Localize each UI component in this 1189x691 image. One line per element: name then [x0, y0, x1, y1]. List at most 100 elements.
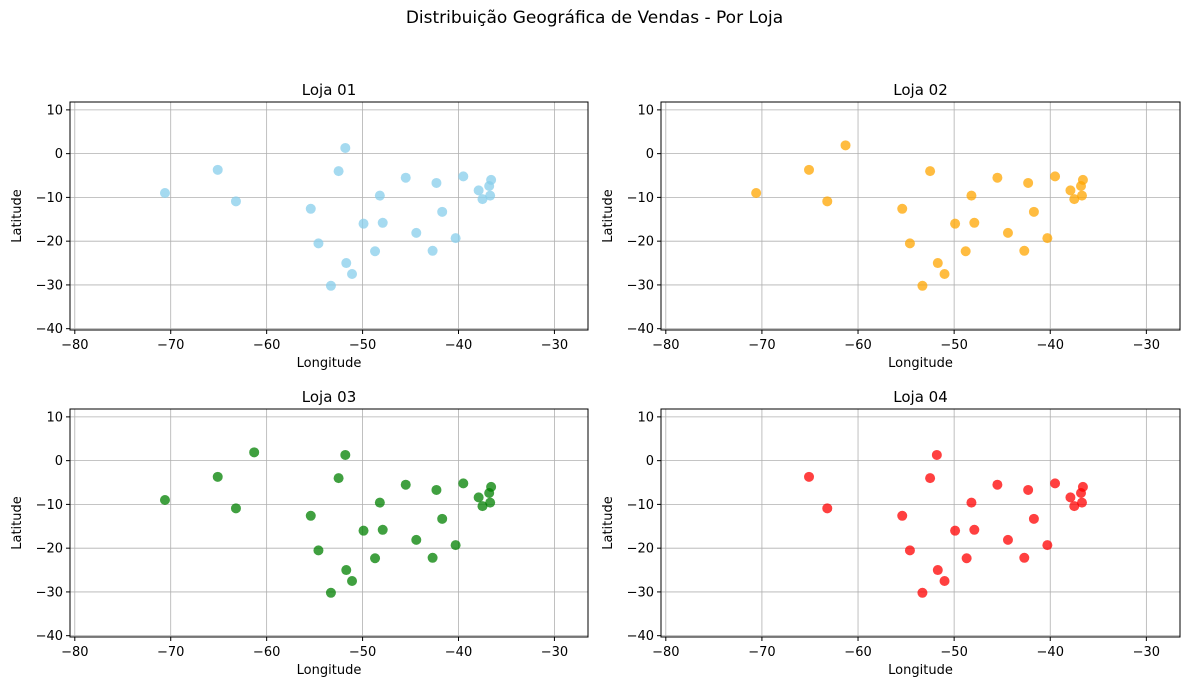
data-point: [341, 258, 352, 269]
x-tick-label: −80: [652, 338, 679, 353]
y-tick-label: 0: [646, 454, 654, 469]
data-point: [1028, 206, 1039, 217]
data-point: [840, 140, 851, 151]
data-point: [340, 142, 351, 153]
subplot-title: Loja 02: [893, 81, 948, 99]
axes-frame: [660, 101, 1181, 331]
data-point: [340, 449, 351, 460]
data-point: [1076, 497, 1087, 508]
data-point: [950, 218, 961, 229]
data-point: [485, 497, 496, 508]
y-tick-label: −10: [627, 498, 654, 513]
data-point: [437, 206, 448, 217]
y-tick-label: 0: [55, 454, 63, 469]
x-tick-label: −70: [157, 645, 184, 660]
data-point: [411, 227, 422, 238]
x-tick-label: −60: [844, 338, 871, 353]
data-point: [358, 218, 369, 229]
data-point: [437, 513, 448, 524]
y-tick-label: 10: [46, 410, 63, 425]
y-tick-label: −20: [36, 235, 63, 250]
data-point: [897, 510, 908, 521]
y-axis-label: Latitude: [601, 496, 616, 550]
y-axis-label: Latitude: [601, 189, 616, 243]
data-point: [358, 525, 369, 536]
y-tick-label: −40: [36, 629, 63, 644]
data-point: [1023, 484, 1034, 495]
data-point: [897, 203, 908, 214]
data-point: [347, 575, 358, 586]
figure-title: Distribuição Geográfica de Vendas - Por …: [405, 8, 784, 28]
data-point: [485, 190, 496, 201]
data-point: [1050, 478, 1061, 489]
x-tick-label: −50: [349, 645, 376, 660]
x-tick-label: −70: [748, 338, 775, 353]
data-point: [159, 495, 170, 506]
data-point: [333, 166, 344, 177]
data-point: [804, 471, 815, 482]
data-point: [1019, 245, 1030, 256]
data-point: [822, 196, 833, 207]
subplot-title: Loja 01: [302, 81, 357, 99]
data-point: [458, 171, 469, 182]
data-point: [347, 268, 358, 279]
data-point: [431, 177, 442, 188]
y-axis-label: Latitude: [10, 496, 25, 550]
data-point: [939, 575, 950, 586]
data-point: [1019, 552, 1030, 563]
data-point: [969, 524, 980, 535]
data-point: [925, 473, 936, 484]
x-axis-label: Longitude: [297, 663, 362, 678]
data-point: [325, 587, 336, 598]
data-point: [431, 484, 442, 495]
data-point: [1028, 513, 1039, 524]
data-point: [427, 245, 438, 256]
data-point: [1077, 174, 1088, 185]
subplot-4: −80 −70 −60 −50 −40 −30 10 0 −10 −20 −30 −40 Loja 04…: [601, 388, 1181, 678]
data-point: [473, 185, 484, 196]
x-axis-label: Longitude: [297, 356, 362, 371]
data-point: [450, 233, 461, 244]
data-point: [377, 524, 388, 535]
data-point: [377, 217, 388, 228]
data-point: [1076, 190, 1087, 201]
y-tick-label: −30: [36, 585, 63, 600]
axes-frame: [69, 408, 589, 638]
y-tick-label: −10: [36, 191, 63, 206]
y-tick-label: 10: [46, 103, 63, 118]
data-point: [477, 194, 488, 205]
subplot-1: −80 −70 −60 −50 −40 −30 10 0 −10 −20 −30 −40 Loja 01…: [10, 81, 589, 371]
x-tick-label: −40: [445, 338, 472, 353]
data-point: [1023, 177, 1034, 188]
data-point: [427, 552, 438, 563]
x-tick-label: −60: [253, 338, 280, 353]
data-point: [411, 534, 422, 545]
data-point: [960, 246, 971, 257]
x-tick-label: −60: [844, 645, 871, 660]
x-tick-label: −70: [157, 338, 184, 353]
data-point: [370, 246, 381, 257]
y-tick-label: −10: [36, 498, 63, 513]
data-point: [313, 238, 324, 249]
data-point: [333, 473, 344, 484]
data-point: [961, 553, 972, 564]
data-point: [932, 565, 943, 576]
data-point: [1042, 233, 1053, 244]
axes-frame: [660, 408, 1181, 638]
x-axis-label: Longitude: [888, 356, 953, 371]
data-point: [325, 280, 336, 291]
x-tick-label: −50: [940, 645, 967, 660]
data-point: [925, 166, 936, 177]
data-point: [370, 553, 381, 564]
data-point: [904, 545, 915, 556]
x-tick-label: −80: [652, 645, 679, 660]
data-point: [939, 268, 950, 279]
axes-frame: [69, 101, 589, 331]
subplot-title: Loja 03: [302, 388, 357, 406]
data-point: [1069, 501, 1080, 512]
data-point: [1002, 227, 1013, 238]
data-point: [374, 497, 385, 508]
y-tick-label: −30: [36, 278, 63, 293]
data-point: [917, 280, 928, 291]
